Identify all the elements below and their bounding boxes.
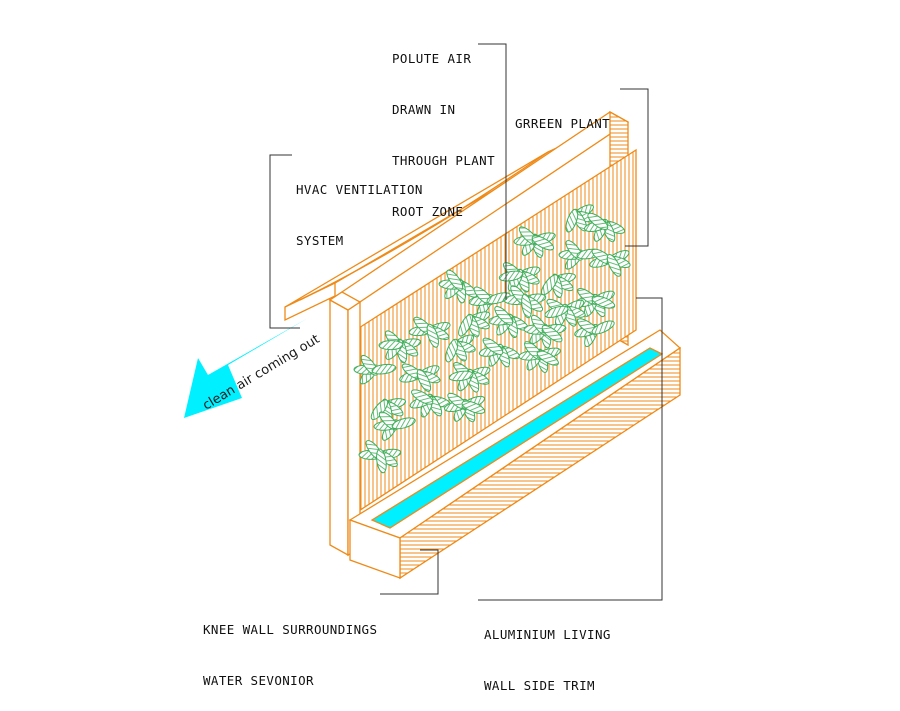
leaf bbox=[606, 253, 622, 277]
leaf bbox=[371, 363, 397, 375]
leaf bbox=[565, 208, 579, 233]
leaf bbox=[458, 314, 474, 337]
leaf bbox=[426, 323, 439, 348]
clean-air-arrow: clean air coming out bbox=[184, 308, 325, 418]
leaf bbox=[482, 337, 504, 356]
living-wall-diagram: clean air coming out bbox=[184, 43, 682, 601]
label-green-plant: GRREEN PLANT bbox=[515, 116, 611, 131]
leaf bbox=[378, 340, 404, 351]
label-hvac: HVAC VENTILATION SYSTEM bbox=[296, 182, 423, 248]
leaf bbox=[541, 324, 563, 343]
leaf-cluster bbox=[445, 334, 476, 363]
leaf-cluster bbox=[513, 226, 556, 258]
leaf-cluster bbox=[574, 318, 615, 347]
leaf-cluster bbox=[358, 440, 402, 474]
label-side-trim: ALUMINIUM LIVING WALL SIDE TRIM bbox=[484, 627, 611, 693]
leaf-cluster bbox=[498, 262, 541, 293]
leaf bbox=[544, 305, 569, 319]
leaf bbox=[448, 370, 474, 382]
leaf bbox=[486, 292, 511, 305]
leaf-cluster bbox=[378, 330, 422, 364]
leaf bbox=[445, 338, 459, 363]
leaf bbox=[531, 235, 555, 251]
leaf-cluster bbox=[583, 212, 626, 243]
leaf bbox=[536, 350, 559, 366]
label-knee-wall: KNEE WALL SURROUNDINGS WATER SEVONIOR bbox=[203, 622, 378, 688]
leaf-cluster bbox=[353, 354, 397, 385]
leaf bbox=[494, 306, 514, 326]
leader-lines bbox=[269, 43, 663, 601]
leaf-cluster bbox=[448, 361, 491, 393]
leaf bbox=[587, 212, 609, 230]
leaf-cluster bbox=[408, 316, 451, 348]
leaf-cluster bbox=[518, 341, 561, 373]
leaf bbox=[416, 368, 432, 392]
leaf bbox=[446, 269, 464, 291]
arrow-left-down-icon bbox=[184, 308, 325, 418]
label-polute-air: POLUTE AIR DRAWN IN THROUGH PLANT ROOT Z… bbox=[392, 51, 496, 219]
leaf-cluster bbox=[458, 311, 491, 338]
wall-front-post bbox=[328, 291, 362, 557]
leaf-cluster bbox=[558, 240, 602, 270]
leaf-cluster bbox=[438, 269, 478, 304]
leaf-cluster bbox=[541, 273, 577, 299]
leaf-cluster bbox=[589, 248, 631, 277]
leaf-cluster bbox=[443, 392, 486, 423]
leaf-cluster bbox=[478, 337, 520, 368]
green-plants bbox=[353, 204, 631, 474]
water-reservoir bbox=[348, 329, 682, 580]
leaf bbox=[376, 448, 387, 474]
leaf bbox=[591, 295, 616, 309]
leaf bbox=[498, 270, 524, 282]
leaf-cluster bbox=[544, 298, 586, 328]
leaf-cluster bbox=[468, 286, 511, 316]
leaf bbox=[391, 417, 416, 430]
leaf bbox=[521, 293, 532, 319]
leaf-cluster bbox=[409, 389, 451, 418]
leaf bbox=[411, 389, 434, 405]
leaf bbox=[461, 400, 486, 414]
leaf-cluster bbox=[488, 306, 529, 339]
leaf-cluster bbox=[399, 363, 441, 392]
leaf-cluster bbox=[503, 285, 547, 319]
leaf-cluster bbox=[373, 411, 416, 441]
leaf bbox=[591, 320, 615, 335]
